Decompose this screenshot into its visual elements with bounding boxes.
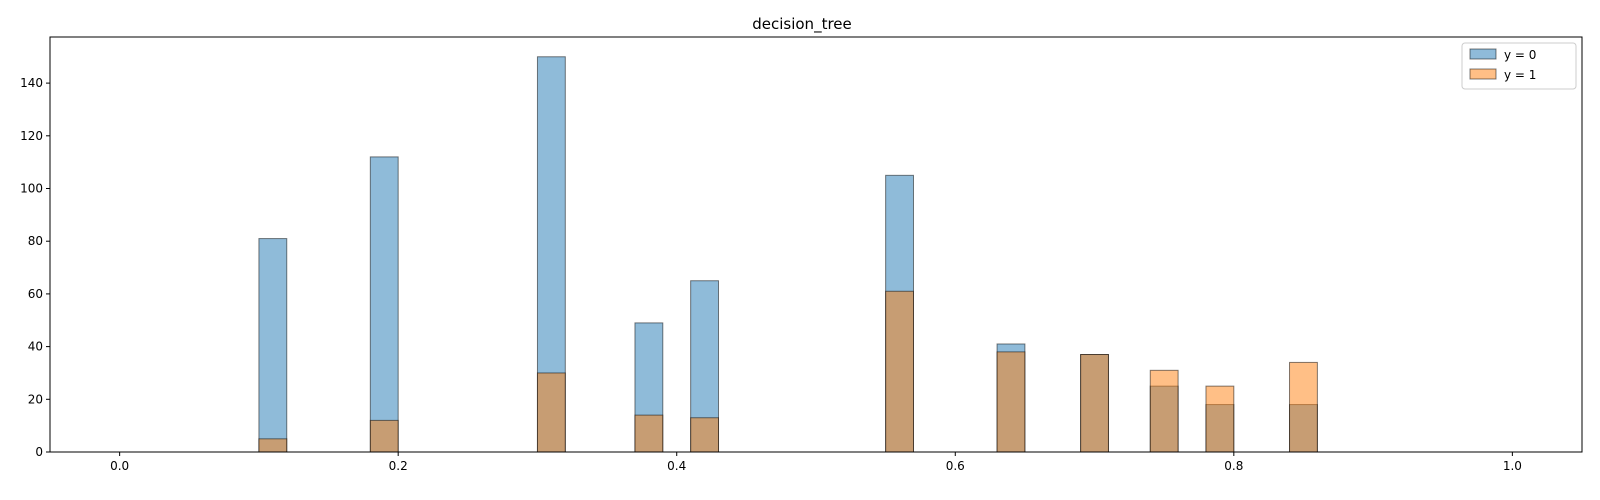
x-axis: 0.0 0.2 0.4 0.6 0.8 1.0 [110,452,1522,473]
legend-label-1: y = 1 [1504,68,1536,82]
x-tick-label: 0.6 [946,459,965,473]
bar-series-1-bin-6 [996,351,1026,453]
legend-swatch-1 [1469,68,1497,80]
bar-series-1-bin-9 [1205,385,1235,453]
bars-group [258,56,1318,453]
axes-frame [49,36,1583,453]
y-tick-label: 100 [20,182,43,196]
bar-series-1-bin-2 [536,372,566,453]
y-tick-label: 120 [20,129,43,143]
bar-series-1-bin-8 [1149,369,1179,453]
y-tick-label: 60 [28,287,43,301]
legend: y = 0 y = 1 [1461,42,1577,90]
x-tick-label: 0.4 [667,459,686,473]
x-tick-label: 0.0 [110,459,129,473]
bar-series-0-bin-0 [258,238,288,453]
bar-series-1-bin-3 [634,414,664,453]
y-tick-label: 140 [20,76,43,90]
bar-series-1-bin-4 [690,417,720,453]
legend-label-0: y = 0 [1504,48,1536,62]
y-axis: 0 20 40 60 80 100 120 140 [20,76,50,459]
x-tick-label: 0.2 [389,459,408,473]
bar-series-1-bin-7 [1080,354,1109,453]
legend-swatch-0 [1469,48,1497,60]
bar-series-0-bin-1 [369,156,399,453]
x-tick-label: 1.0 [1503,459,1522,473]
chart-title: decision_tree [752,15,852,34]
bar-series-1-bin-0 [258,438,288,453]
y-tick-label: 80 [28,234,43,248]
y-tick-label: 0 [35,445,43,459]
bar-series-1-bin-5 [885,290,914,453]
bar-series-1-bin-1 [369,419,399,453]
x-tick-label: 0.8 [1224,459,1243,473]
bar-series-1-bin-10 [1289,361,1318,453]
y-tick-label: 40 [28,340,43,354]
y-tick-label: 20 [28,392,43,406]
